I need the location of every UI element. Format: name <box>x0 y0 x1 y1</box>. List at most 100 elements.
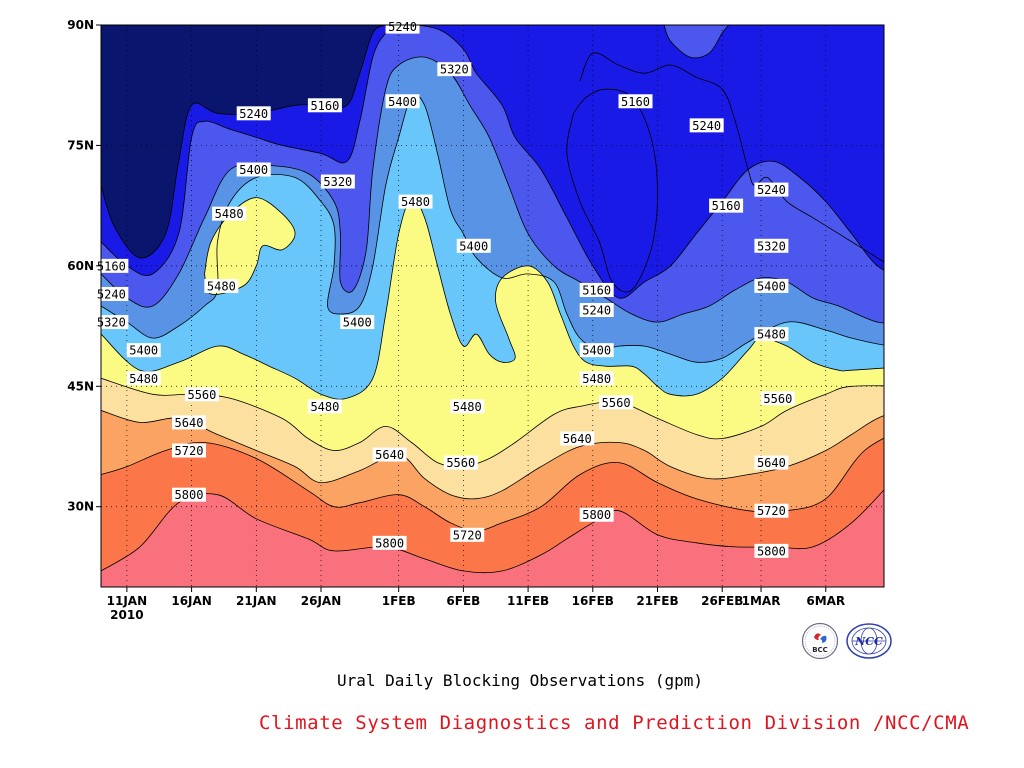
contour-label-bg <box>443 455 478 470</box>
contour-label-bg <box>579 343 614 358</box>
x-tick-label: 16FEB <box>572 594 614 608</box>
contour-label: 5400 <box>236 162 271 177</box>
contour-label-bg <box>204 278 239 293</box>
contour-label-bg <box>320 174 355 189</box>
contour-label: 5720 <box>450 527 485 542</box>
contour-label-text: 5560 <box>763 392 792 406</box>
contour-label-text: 5640 <box>375 448 404 462</box>
contour-label-bg <box>450 527 485 542</box>
contour-label-text: 5240 <box>97 287 126 301</box>
fill-5160 <box>566 89 658 293</box>
contour-label: 5320 <box>437 62 472 77</box>
y-tick-label: 30N <box>67 500 94 514</box>
contour-label-text: 5480 <box>215 207 244 221</box>
ncc-logo-text: NCC <box>854 635 883 648</box>
contour-label-text: 5480 <box>582 372 611 386</box>
contour-label-bg <box>456 238 491 253</box>
contour-label: 5480 <box>212 206 247 221</box>
contour-label-text: 5320 <box>440 63 469 77</box>
contour-label-text: 5240 <box>692 119 721 133</box>
contour-label-bg <box>579 371 614 386</box>
contour-label-text: 5400 <box>129 344 158 358</box>
chart-caption: Ural Daily Blocking Observations (gpm) <box>336 671 704 690</box>
contour-label-bg <box>560 431 595 446</box>
y-tick-label: 60N <box>67 259 94 273</box>
contour-label: 5560 <box>443 455 478 470</box>
y-tick-label: 45N <box>67 379 94 393</box>
contour-label-text: 5400 <box>459 239 488 253</box>
contour-line-5240 <box>101 25 884 299</box>
contour-label: 5160 <box>618 94 653 109</box>
axes: 30N 45N 60N 75N 90N 11JAN 16JAN 21JAN 26JAN 1FEB 6… <box>67 18 845 622</box>
y-tick-label: 90N <box>67 18 94 32</box>
contour-line-5480 <box>101 196 884 400</box>
contour-label-text: 5400 <box>239 163 268 177</box>
contour-label: 5720 <box>172 443 207 458</box>
contour-label-bg <box>754 327 789 342</box>
contour-label-bg <box>437 62 472 77</box>
contour-label-bg <box>340 315 375 330</box>
contour-label-bg <box>709 198 744 213</box>
ncc-logo-icon: NCC <box>846 623 892 659</box>
contour-label-bg <box>212 206 247 221</box>
contour-label-text: 5800 <box>175 488 204 502</box>
contour-label-text: 5320 <box>97 316 126 330</box>
x-tick-label: 6FEB <box>446 594 480 608</box>
contour-label-text: 5480 <box>310 400 339 414</box>
contour-label-text: 5480 <box>453 400 482 414</box>
contour-label: 5560 <box>184 387 219 402</box>
contour-label: 5800 <box>372 535 407 550</box>
contour-label-text: 5640 <box>563 432 592 446</box>
contour-label: 5240 <box>754 182 789 197</box>
contour-label-text: 5800 <box>582 508 611 522</box>
contour-label: 5400 <box>754 278 789 293</box>
contour-line-5400 <box>101 94 884 363</box>
contour-line-5160 <box>101 25 386 259</box>
contour-label-bg <box>754 455 789 470</box>
contour-label-text: 5240 <box>757 183 786 197</box>
hovmoller-chart: 5160524053205400548055605640572058005240… <box>67 18 885 622</box>
contour-label: 5720 <box>754 503 789 518</box>
contour-label-bg <box>172 443 207 458</box>
contour-label-text: 5560 <box>187 388 216 402</box>
plot-frame <box>100 24 885 588</box>
x-tick-label: 16JAN <box>171 594 212 608</box>
x-tick-label: 6MAR <box>806 594 845 608</box>
fill-5480 <box>204 197 296 295</box>
contour-label: 5480 <box>579 371 614 386</box>
contour-label-bg <box>754 278 789 293</box>
contour-label-text: 5400 <box>343 316 372 330</box>
contour-label: 5480 <box>307 399 342 414</box>
contour-line-5240 <box>663 25 730 59</box>
contour-label-bg <box>579 303 614 318</box>
contour-label: 5160 <box>709 198 744 213</box>
contour-label-bg <box>172 487 207 502</box>
contour-line-5160 <box>566 88 658 293</box>
gridlines <box>101 25 884 587</box>
contour-label-bg <box>618 94 653 109</box>
contour-label-bg <box>236 162 271 177</box>
contour-label-text: 5320 <box>757 239 786 253</box>
credit-line: Climate System Diagnostics and Predictio… <box>259 712 970 734</box>
contour-label: 5480 <box>450 399 485 414</box>
contour-label-text: 5480 <box>207 279 236 293</box>
contour-label: 5240 <box>579 303 614 318</box>
contour-label-bg <box>94 286 129 301</box>
contour-label: 5160 <box>94 258 129 273</box>
x-year-label: 2010 <box>110 608 143 622</box>
contour-label-bg <box>754 238 789 253</box>
contour-label-bg <box>236 106 271 121</box>
contour-label: 5240 <box>385 19 420 34</box>
contour-line-5560 <box>101 377 884 468</box>
contour-label-text: 5160 <box>712 199 741 213</box>
contour-label: 5240 <box>689 118 724 133</box>
contour-label: 5800 <box>172 487 207 502</box>
bcc-logo-icon: BCC <box>801 622 839 660</box>
contour-label: 5320 <box>754 238 789 253</box>
contour-label-bg <box>760 391 795 406</box>
contour-label: 5560 <box>599 395 634 410</box>
contour-label: 5240 <box>94 286 129 301</box>
contour-label-bg <box>754 543 789 558</box>
contour-label-bg <box>450 399 485 414</box>
contour-label-text: 5160 <box>621 95 650 109</box>
